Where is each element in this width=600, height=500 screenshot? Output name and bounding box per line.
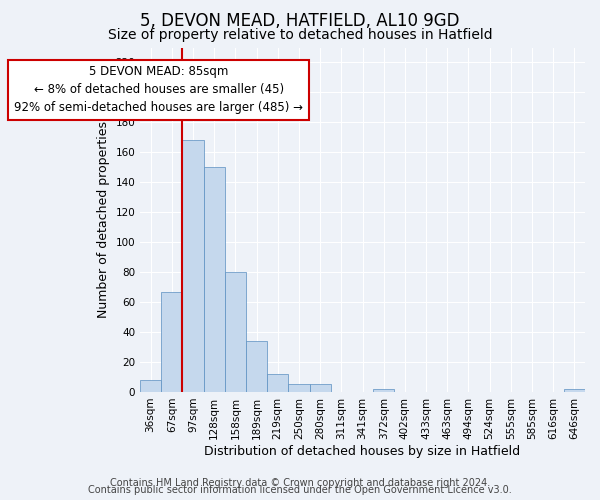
X-axis label: Distribution of detached houses by size in Hatfield: Distribution of detached houses by size …: [205, 444, 521, 458]
Bar: [203, 168, 225, 392]
Bar: [161, 292, 182, 392]
Text: Size of property relative to detached houses in Hatfield: Size of property relative to detached ho…: [107, 28, 493, 42]
Text: 5 DEVON MEAD: 85sqm
← 8% of detached houses are smaller (45)
92% of semi-detache: 5 DEVON MEAD: 85sqm ← 8% of detached hou…: [14, 66, 303, 114]
Bar: [246, 341, 267, 392]
Bar: [310, 384, 331, 392]
Bar: [373, 389, 394, 392]
Bar: [564, 389, 585, 392]
Text: Contains public sector information licensed under the Open Government Licence v3: Contains public sector information licen…: [88, 485, 512, 495]
Bar: [182, 140, 203, 392]
Bar: [225, 272, 246, 392]
Text: 5, DEVON MEAD, HATFIELD, AL10 9GD: 5, DEVON MEAD, HATFIELD, AL10 9GD: [140, 12, 460, 30]
Text: Contains HM Land Registry data © Crown copyright and database right 2024.: Contains HM Land Registry data © Crown c…: [110, 478, 490, 488]
Y-axis label: Number of detached properties: Number of detached properties: [97, 121, 110, 318]
Bar: [140, 380, 161, 392]
Bar: [289, 384, 310, 392]
Bar: [267, 374, 289, 392]
